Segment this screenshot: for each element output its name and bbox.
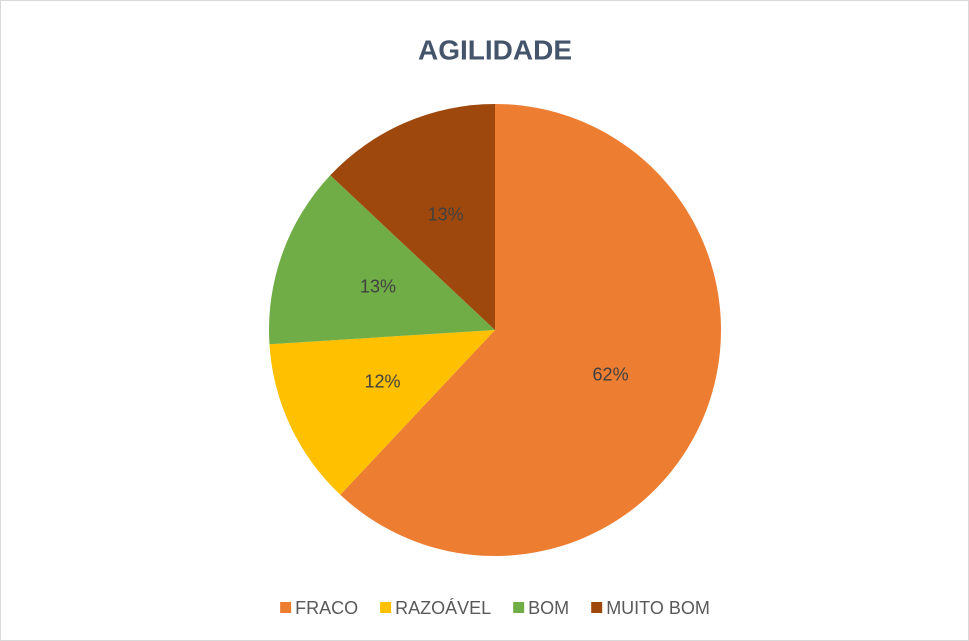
legend-label: MUITO BOM (606, 598, 710, 618)
legend-swatch (380, 602, 392, 613)
pie-slice (330, 104, 495, 330)
pie-slice (269, 330, 495, 495)
data-label: 62% (593, 365, 629, 385)
chart-title: AGILIDADE (418, 34, 572, 65)
legend-swatch (591, 602, 603, 613)
data-label: 13% (360, 277, 396, 297)
legend-swatch (280, 602, 292, 613)
pie-slice (340, 104, 721, 556)
data-label: 13% (428, 205, 464, 225)
data-label: 12% (365, 372, 401, 392)
legend-label: RAZOÁVEL (395, 598, 491, 618)
legend-label: FRACO (295, 598, 358, 618)
legend-swatch (513, 602, 525, 613)
pie-slice (269, 175, 495, 345)
legend-label: BOM (528, 598, 569, 618)
